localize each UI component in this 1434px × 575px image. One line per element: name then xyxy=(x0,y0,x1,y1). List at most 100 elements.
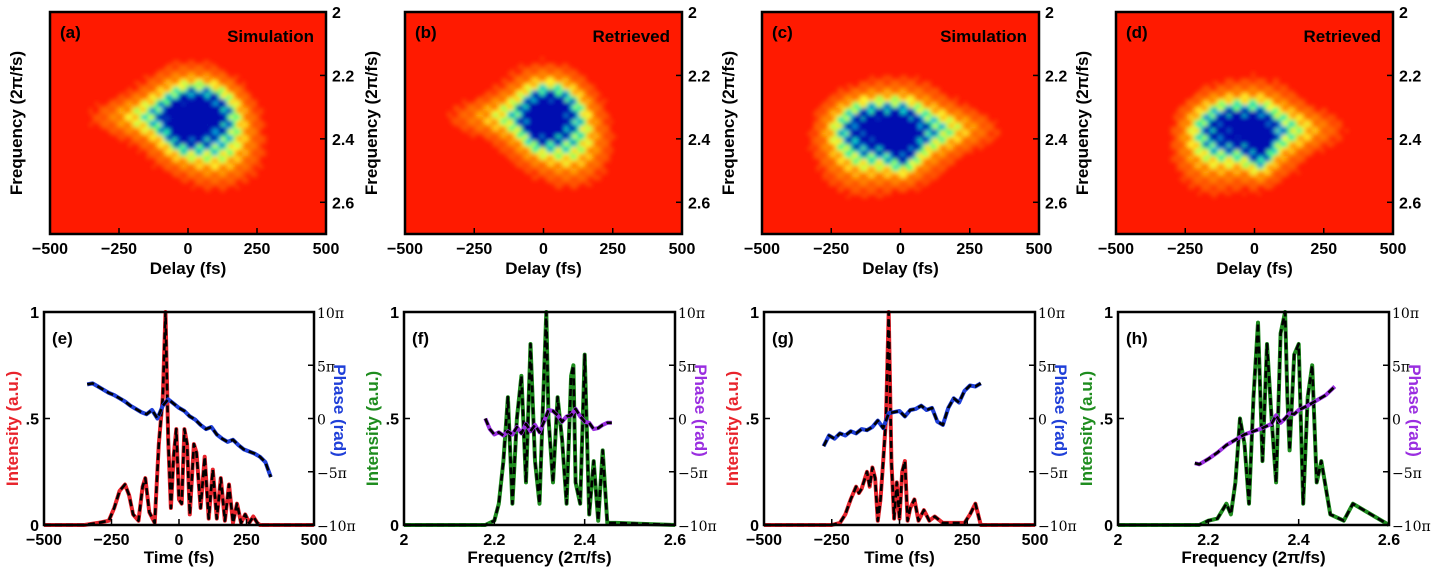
heatmap-cell xyxy=(161,84,165,88)
heatmap-cell xyxy=(197,75,201,79)
heatmap-cell xyxy=(218,165,222,169)
heatmap-cell xyxy=(876,180,881,184)
heatmap-cell xyxy=(152,165,156,169)
heatmap-cell xyxy=(822,156,826,160)
heatmap-cell xyxy=(489,90,493,94)
heatmap-cell xyxy=(945,117,950,121)
heatmap-cell xyxy=(456,111,460,115)
heatmap-cell xyxy=(170,69,174,73)
heatmap-cell xyxy=(849,108,853,112)
heatmap-cell xyxy=(906,129,911,133)
heatmap-cell xyxy=(516,111,521,115)
heatmap-cell xyxy=(251,105,255,109)
heatmap-cell xyxy=(870,177,874,181)
heatmap-cell xyxy=(864,135,868,139)
heatmap-cell xyxy=(540,72,545,76)
heatmap-cell xyxy=(173,168,177,172)
heatmap-cell xyxy=(221,84,225,88)
heatmap-cell xyxy=(206,96,210,100)
heatmap-cell xyxy=(825,120,829,124)
heatmap-cell xyxy=(930,138,935,142)
heatmap-cell xyxy=(888,180,893,184)
heatmap-cell xyxy=(864,141,868,145)
heatmap-cell xyxy=(852,150,856,154)
heatmap-cell xyxy=(173,90,177,94)
heatmap-cell xyxy=(239,117,243,121)
heatmap-cell xyxy=(606,126,611,130)
heatmap-cell xyxy=(549,63,554,67)
heatmap-cell xyxy=(501,81,505,85)
heatmap-cell xyxy=(191,93,195,97)
heatmap-cell xyxy=(591,102,596,106)
heatmap-cell xyxy=(245,111,249,115)
heatmap-cell xyxy=(218,111,222,115)
heatmap-cell xyxy=(558,93,563,97)
heatmap-cell xyxy=(1182,105,1186,109)
heatmap-cell xyxy=(597,162,602,166)
heatmap-cell xyxy=(885,138,890,142)
heatmap-cell xyxy=(471,129,475,133)
heatmap-cell xyxy=(188,117,192,121)
heatmap-cell xyxy=(963,108,968,112)
heatmap-cell xyxy=(471,105,475,109)
heatmap-cell xyxy=(561,144,566,148)
heatmap-cell xyxy=(879,90,884,94)
heatmap-cell xyxy=(945,147,950,151)
heatmap-cell xyxy=(885,96,890,100)
heatmap-cell xyxy=(879,177,884,181)
heatmap-cell xyxy=(555,66,560,70)
heatmap-cell xyxy=(903,174,908,178)
heatmap-cell xyxy=(912,135,917,139)
heatmap-cell xyxy=(870,132,874,136)
heatmap-cell xyxy=(570,87,575,91)
heatmap-cell xyxy=(558,156,563,160)
heatmap-cell xyxy=(227,87,231,91)
heatmap-cell xyxy=(873,168,878,172)
heatmap-cell xyxy=(519,105,524,109)
heatmap-cell xyxy=(861,102,865,106)
heatmap-cell xyxy=(603,150,608,154)
heatmap-cell xyxy=(191,144,195,148)
heatmap-cell xyxy=(927,126,932,130)
heatmap-cell xyxy=(182,105,186,109)
heatmap-cell xyxy=(567,105,572,109)
heatmap-cell xyxy=(218,78,222,82)
heatmap-cell xyxy=(813,141,817,145)
heatmap-cell xyxy=(897,111,902,115)
heatmap-cell xyxy=(573,114,578,118)
heatmap-cell xyxy=(197,102,201,106)
heatmap-cell xyxy=(543,171,548,175)
heatmap-cell xyxy=(158,132,162,136)
heatmap-cell xyxy=(185,96,189,100)
heatmap-cell xyxy=(528,126,533,130)
heatmap-cell xyxy=(239,84,243,88)
heatmap-cell xyxy=(158,162,162,166)
heatmap-cell xyxy=(855,132,859,136)
heatmap-cell xyxy=(263,150,267,154)
heatmap-cell xyxy=(143,84,147,88)
heatmap-cell xyxy=(200,69,204,73)
heatmap-cell xyxy=(603,117,608,121)
heatmap-cell xyxy=(194,90,198,94)
heatmap-cell xyxy=(918,99,923,103)
heatmap-cell xyxy=(900,96,905,100)
heatmap-cell xyxy=(131,102,135,106)
heatmap-cell xyxy=(555,171,560,175)
heatmap-cell xyxy=(591,93,596,97)
heatmap-cell xyxy=(134,90,138,94)
heatmap-cell xyxy=(113,120,117,124)
x-tick-label: −500 xyxy=(744,241,780,258)
heatmap-cell xyxy=(212,99,216,103)
heatmap-cell xyxy=(840,111,844,115)
heatmap-cell xyxy=(245,171,249,175)
heatmap-cell xyxy=(963,123,968,127)
heatmap-cell xyxy=(495,90,499,94)
heatmap-cell xyxy=(885,123,890,127)
heatmap-cell xyxy=(134,111,138,115)
heatmap-cell xyxy=(194,168,198,172)
heatmap-cell xyxy=(137,129,141,133)
heatmap-cell xyxy=(966,108,971,112)
heatmap-cell xyxy=(152,102,156,106)
heatmap-cell xyxy=(161,114,165,118)
heatmap-cell xyxy=(549,162,554,166)
